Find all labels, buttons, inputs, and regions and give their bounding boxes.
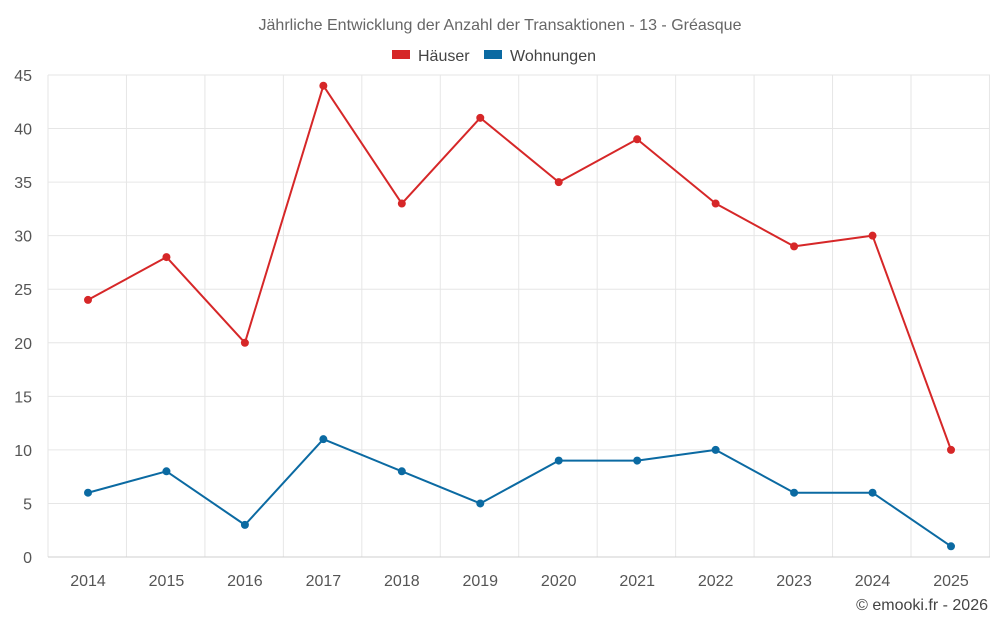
y-tick-label: 30 <box>14 229 32 246</box>
y-axis-ticks: 0 5 10 15 20 25 30 35 40 45 <box>14 68 32 567</box>
x-tick-label: 2019 <box>462 573 498 590</box>
series-layer <box>84 81 955 551</box>
x-axis-ticks: 2014 2015 2016 2017 2018 2019 2020 2021 2022 2023… <box>70 573 969 590</box>
x-tick-label: 2021 <box>619 573 655 590</box>
legend: Häuser Wohnungen <box>392 48 596 65</box>
credit-text: © emooki.fr - 2026 <box>856 597 988 614</box>
data-point[interactable] <box>84 488 92 497</box>
y-tick-label: 15 <box>14 389 32 406</box>
data-point[interactable] <box>162 467 171 476</box>
data-point[interactable] <box>554 178 563 187</box>
data-point[interactable] <box>319 81 328 90</box>
data-point[interactable] <box>633 456 642 465</box>
y-tick-label: 45 <box>14 68 32 85</box>
x-gridlines <box>47 75 990 557</box>
x-tick-label: 2023 <box>776 573 812 590</box>
x-tick-label: 2022 <box>698 573 734 590</box>
x-tick-label: 2020 <box>541 573 577 590</box>
series-1 <box>84 435 955 551</box>
series-line <box>87 438 952 548</box>
legend-label-wohnungen[interactable]: Wohnungen <box>510 48 596 65</box>
y-tick-label: 5 <box>23 496 32 513</box>
series-line <box>87 84 952 451</box>
data-point[interactable] <box>162 253 171 262</box>
data-point[interactable] <box>868 488 877 497</box>
data-point[interactable] <box>84 295 92 304</box>
data-point[interactable] <box>868 231 877 240</box>
y-tick-label: 20 <box>14 336 32 353</box>
data-point[interactable] <box>790 242 799 251</box>
y-tick-label: 10 <box>14 443 32 460</box>
chart-title: Jährliche Entwicklung der Anzahl der Tra… <box>259 17 742 34</box>
data-point[interactable] <box>554 456 563 465</box>
data-point[interactable] <box>397 467 406 476</box>
data-point[interactable] <box>240 520 249 529</box>
data-point[interactable] <box>947 445 955 454</box>
data-point[interactable] <box>476 499 485 508</box>
x-tick-label: 2025 <box>933 573 969 590</box>
y-tick-label: 35 <box>14 175 32 192</box>
x-tick-label: 2024 <box>855 573 891 590</box>
data-point[interactable] <box>790 488 799 497</box>
x-tick-label: 2017 <box>306 573 342 590</box>
y-tick-label: 25 <box>14 282 32 299</box>
data-point[interactable] <box>711 445 720 454</box>
legend-label-haeuser[interactable]: Häuser <box>418 48 470 65</box>
data-point[interactable] <box>633 135 642 144</box>
y-tick-label: 0 <box>23 550 32 567</box>
data-point[interactable] <box>240 338 249 347</box>
data-point[interactable] <box>397 199 406 208</box>
x-tick-label: 2014 <box>70 573 106 590</box>
data-point[interactable] <box>319 435 328 444</box>
legend-swatch-haeuser <box>392 50 410 59</box>
data-point[interactable] <box>476 113 485 122</box>
y-tick-label: 40 <box>14 122 32 139</box>
series-0 <box>84 81 955 454</box>
data-point[interactable] <box>947 542 955 551</box>
legend-swatch-wohnungen <box>484 50 502 59</box>
x-tick-label: 2018 <box>384 573 420 590</box>
x-tick-label: 2016 <box>227 573 263 590</box>
x-tick-label: 2015 <box>149 573 185 590</box>
data-point[interactable] <box>711 199 720 208</box>
